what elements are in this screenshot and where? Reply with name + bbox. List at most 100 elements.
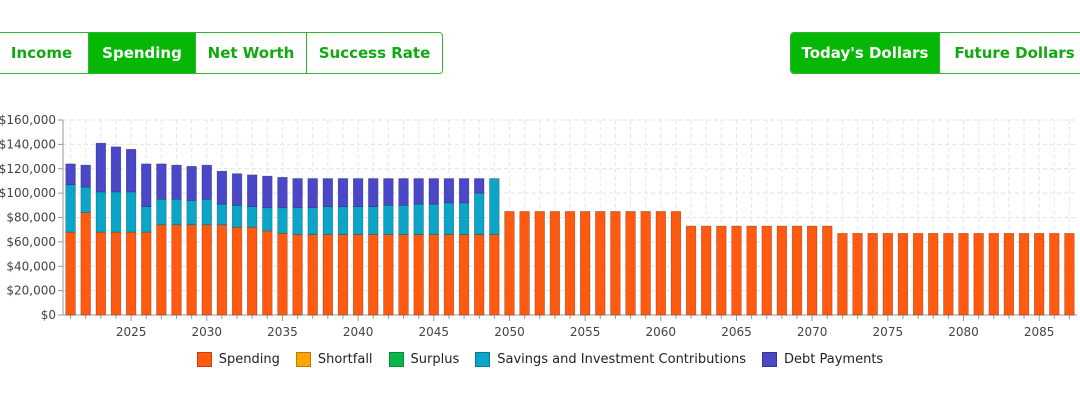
bar-savings — [65, 184, 76, 233]
bar-savings — [458, 202, 470, 235]
bar-spending — [80, 212, 91, 316]
chart-legend: Spending Shortfall Surplus Savings and I… — [0, 352, 1080, 367]
bar-spending — [1049, 233, 1060, 316]
bar-spending — [489, 234, 500, 316]
bar-spending — [201, 224, 212, 316]
bar-debt-payments — [292, 178, 303, 209]
bar-savings — [80, 186, 91, 213]
bar-spending — [352, 234, 364, 316]
bar-spending — [912, 233, 924, 316]
tab-spending[interactable]: Spending — [89, 33, 196, 73]
bar-spending — [761, 225, 772, 316]
legend-label-surplus: Surplus — [410, 352, 460, 367]
legend-item-surplus[interactable]: Surplus — [388, 352, 460, 367]
bar-savings — [186, 200, 197, 226]
bar-spending — [776, 225, 788, 316]
y-tick-label: $140,000 — [0, 137, 56, 151]
bar-savings — [292, 207, 303, 235]
bar-debt-payments — [125, 148, 137, 193]
bar-debt-payments — [156, 163, 167, 200]
legend-label-debt-payments: Debt Payments — [784, 352, 884, 367]
bar-spending — [595, 211, 606, 316]
x-tick-label: 2035 — [267, 325, 298, 339]
bar-spending — [474, 234, 485, 316]
x-tick-label: 2060 — [646, 325, 677, 339]
bar-spending — [988, 233, 999, 316]
bar-savings — [428, 203, 439, 235]
x-tick-label: 2085 — [1024, 325, 1055, 339]
bar-spending — [398, 234, 409, 316]
y-tick-label: $100,000 — [0, 186, 56, 200]
bar-spending — [262, 230, 273, 316]
x-tick-label: 2025 — [116, 325, 147, 339]
bar-debt-payments — [413, 178, 424, 205]
bar-debt-payments — [141, 163, 152, 207]
bar-spending — [504, 211, 515, 316]
view-tabs: Income Spending Net Worth Success Rate — [0, 32, 443, 74]
legend-swatch-debt-payments — [762, 352, 778, 367]
legend-label-savings: Savings and Investment Contributions — [497, 352, 747, 367]
bar-spending — [791, 225, 803, 316]
legend-label-spending: Spending — [218, 352, 280, 367]
bar-spending — [156, 224, 167, 316]
bar-savings — [474, 192, 485, 235]
y-tick-label: $0 — [41, 308, 56, 322]
bar-spending — [882, 233, 893, 316]
bar-savings — [383, 205, 394, 235]
bar-spending — [186, 224, 197, 316]
bar-savings — [95, 191, 106, 233]
bar-savings — [216, 203, 228, 226]
bar-spending — [943, 233, 954, 316]
y-tick-label: $120,000 — [0, 162, 56, 176]
legend-item-debt-payments[interactable]: Debt Payments — [762, 352, 883, 367]
bar-spending — [807, 225, 818, 316]
tab-success-rate[interactable]: Success Rate — [307, 33, 442, 73]
bar-spending — [1064, 233, 1075, 316]
bar-spending — [655, 211, 666, 316]
bar-savings — [398, 205, 409, 235]
bar-spending — [822, 225, 833, 316]
bar-savings — [368, 206, 379, 235]
legend-item-shortfall[interactable]: Shortfall — [295, 352, 373, 367]
tab-income[interactable]: Income — [0, 33, 89, 73]
bar-spending — [1003, 233, 1015, 316]
tab-future-dollars[interactable]: Future Dollars — [940, 33, 1080, 73]
bar-savings — [322, 206, 333, 235]
x-tick-label: 2075 — [873, 325, 904, 339]
bar-savings — [277, 207, 288, 234]
bar-spending — [171, 224, 182, 316]
tab-net-worth[interactable]: Net Worth — [196, 33, 307, 73]
bar-debt-payments — [458, 178, 470, 204]
bar-savings — [110, 191, 122, 233]
legend-item-savings[interactable]: Savings and Investment Contributions — [475, 352, 746, 367]
bar-spending — [443, 234, 455, 316]
x-tick-label: 2080 — [948, 325, 979, 339]
bar-spending — [1034, 233, 1045, 316]
bar-debt-payments — [186, 166, 197, 201]
bar-spending — [322, 234, 333, 316]
bar-spending — [368, 234, 379, 316]
tab-todays-dollars[interactable]: Today's Dollars — [791, 33, 940, 73]
bar-spending — [95, 231, 106, 316]
bar-spending — [897, 233, 909, 316]
bar-savings — [443, 202, 455, 235]
y-tick-label: $60,000 — [6, 235, 56, 249]
bar-spending — [231, 226, 243, 316]
x-tick-label: 2045 — [419, 325, 450, 339]
legend-item-spending[interactable]: Spending — [196, 352, 280, 367]
bar-debt-payments — [216, 170, 228, 205]
legend-swatch-spending — [196, 352, 212, 367]
bar-debt-payments — [65, 163, 76, 185]
bar-spending — [973, 233, 984, 316]
bar-savings — [352, 206, 364, 235]
bar-debt-payments — [80, 164, 91, 188]
legend-label-shortfall: Shortfall — [317, 352, 373, 367]
bar-spending — [837, 233, 848, 316]
bar-spending — [852, 233, 863, 316]
x-tick-label: 2040 — [343, 325, 374, 339]
bar-spending — [579, 211, 591, 316]
bar-spending — [716, 225, 727, 316]
bar-debt-payments — [352, 178, 364, 207]
bar-debt-payments — [247, 174, 258, 207]
bar-debt-payments — [398, 178, 409, 206]
